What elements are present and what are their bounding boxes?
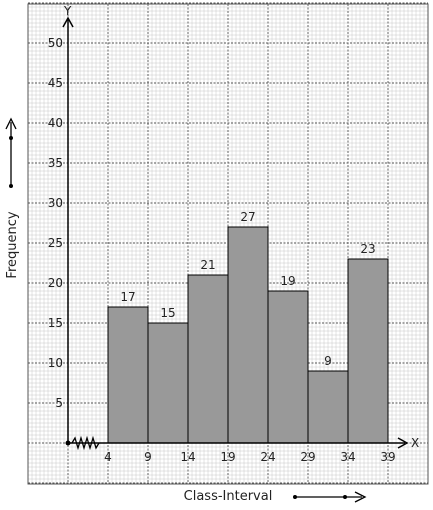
y-tick-labels: 5 10 15 20 25 30 35 40 45 50 (48, 36, 63, 410)
x-tick-label: 19 (220, 450, 235, 464)
x-tick-labels: 4 9 14 19 24 29 34 39 (104, 450, 395, 464)
y-tick-label: 20 (48, 276, 63, 290)
y-tick-label: 50 (48, 36, 63, 50)
y-tick-label: 15 (48, 316, 63, 330)
y-tick-label: 35 (48, 156, 63, 170)
bar (107, 306, 149, 444)
axis-break-zigzag (71, 435, 100, 451)
bar-value-label: 23 (360, 242, 375, 256)
bar-value-label: 19 (280, 274, 295, 288)
x-tick-label: 4 (104, 450, 112, 464)
y-tick-label: 25 (48, 236, 63, 250)
bars-group (107, 226, 389, 444)
y-tick-label: 45 (48, 76, 63, 90)
bar (227, 226, 269, 444)
axes-group: X Y (62, 4, 419, 451)
y-tick-label: 5 (55, 396, 63, 410)
bar-value-label: 9 (324, 354, 332, 368)
y-tick-label: 30 (48, 196, 63, 210)
bar (307, 370, 349, 444)
bar-value-label: 17 (120, 290, 135, 304)
x-tick-label: 29 (300, 450, 315, 464)
y-axis-arrowhead (62, 16, 74, 28)
y-tick-label: 10 (48, 356, 63, 370)
bar (347, 258, 389, 444)
bar (267, 290, 309, 444)
y-axis-name: Y (63, 4, 72, 18)
bar-value-label: 21 (200, 258, 215, 272)
x-tick-label: 24 (260, 450, 275, 464)
x-tick-label: 39 (380, 450, 395, 464)
grid-border (27, 3, 429, 485)
bar-value-labels: 17 15 21 27 19 9 23 (120, 210, 375, 368)
x-direction-arrow-icon (293, 491, 367, 503)
y-axis-title: Frequency (5, 211, 20, 278)
x-tick-label: 14 (180, 450, 195, 464)
x-axis-name: X (411, 436, 419, 450)
bar (147, 322, 189, 444)
y-tick-label: 40 (48, 116, 63, 130)
x-tick-label: 34 (340, 450, 355, 464)
origin-dot (65, 440, 71, 446)
x-tick-label: 9 (144, 450, 152, 464)
y-direction-arrow-icon (5, 117, 17, 188)
x-axis-title: Class-Interval (184, 489, 273, 504)
bar-value-label: 15 (160, 306, 175, 320)
bar-value-label: 27 (240, 210, 255, 224)
bar (187, 274, 229, 444)
x-axis-arrowhead (397, 437, 409, 449)
